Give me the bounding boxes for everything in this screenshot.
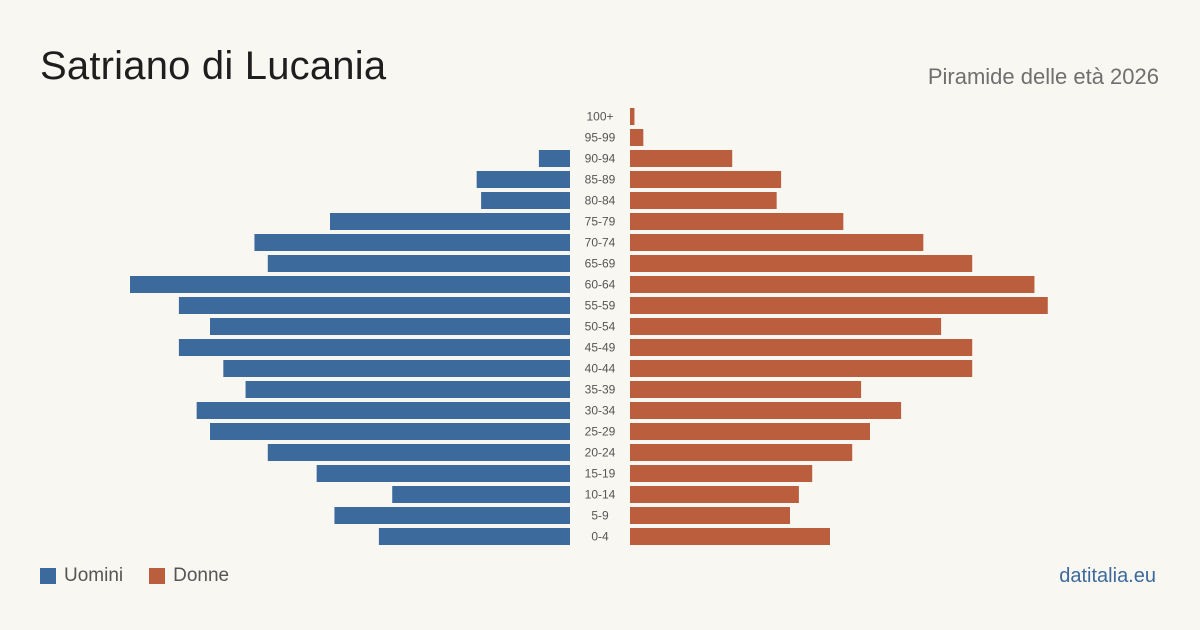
bar-women-40-44 — [630, 360, 973, 377]
bar-women-75-79 — [630, 213, 844, 230]
legend-swatch-women — [149, 568, 166, 584]
bar-women-95-99 — [630, 129, 644, 146]
bar-women-5-9 — [630, 507, 790, 524]
age-label-25-29: 25-29 — [585, 425, 616, 439]
bar-women-55-59 — [630, 297, 1048, 314]
bar-men-45-49 — [178, 339, 570, 356]
bar-men-30-34 — [196, 402, 570, 419]
age-label-80-84: 80-84 — [585, 194, 616, 208]
bar-women-100+ — [630, 108, 635, 125]
bar-men-35-39 — [245, 381, 571, 398]
bar-men-5-9 — [334, 507, 570, 524]
bar-women-35-39 — [630, 381, 862, 398]
age-label-45-49: 45-49 — [585, 341, 616, 355]
age-label-60-64: 60-64 — [585, 278, 616, 292]
legend-label-men: Uomini — [64, 565, 124, 586]
bar-women-90-94 — [630, 150, 733, 167]
bar-men-55-59 — [178, 297, 570, 314]
chart-title: Satriano di Lucania — [40, 44, 387, 88]
bar-men-10-14 — [392, 486, 570, 503]
age-label-0-4: 0-4 — [591, 530, 609, 544]
legend-label-women: Donne — [173, 565, 230, 586]
bar-men-25-29 — [210, 423, 570, 440]
age-label-40-44: 40-44 — [585, 362, 616, 376]
legend: Uomini Donne — [40, 565, 255, 587]
bar-men-60-64 — [130, 276, 570, 293]
age-label-5-9: 5-9 — [591, 509, 609, 523]
bar-women-80-84 — [630, 192, 777, 209]
bar-men-70-74 — [254, 234, 570, 251]
bar-women-65-69 — [630, 255, 973, 272]
age-label-10-14: 10-14 — [585, 488, 616, 502]
population-pyramid: 0-4 5-9 10-14 15-19 20-24 25-29 30-34 35-39 40-4… — [130, 108, 1048, 545]
bar-men-20-24 — [267, 444, 570, 461]
age-label-35-39: 35-39 — [585, 383, 616, 397]
bar-men-50-54 — [210, 318, 570, 335]
age-label-85-89: 85-89 — [585, 173, 616, 187]
age-label-65-69: 65-69 — [585, 257, 616, 271]
age-label-90-94: 90-94 — [585, 152, 616, 166]
bar-women-15-19 — [630, 465, 813, 482]
bar-women-45-49 — [630, 339, 973, 356]
age-label-95-99: 95-99 — [585, 131, 616, 145]
bar-women-10-14 — [630, 486, 799, 503]
bar-men-85-89 — [476, 171, 570, 188]
age-label-20-24: 20-24 — [585, 446, 616, 460]
age-label-15-19: 15-19 — [585, 467, 616, 481]
bar-men-15-19 — [316, 465, 570, 482]
bar-men-40-44 — [223, 360, 571, 377]
bar-women-50-54 — [630, 318, 942, 335]
brand-link[interactable]: datitalia.eu — [1059, 565, 1156, 587]
legend-item-men: Uomini — [40, 565, 123, 587]
age-label-30-34: 30-34 — [585, 404, 616, 418]
age-label-70-74: 70-74 — [585, 236, 616, 250]
bar-women-60-64 — [630, 276, 1035, 293]
bar-men-75-79 — [330, 213, 570, 230]
bar-men-80-84 — [481, 192, 570, 209]
bar-women-30-34 — [630, 402, 902, 419]
bar-men-65-69 — [267, 255, 570, 272]
age-label-50-54: 50-54 — [585, 320, 616, 334]
age-label-75-79: 75-79 — [585, 215, 616, 229]
bar-women-70-74 — [630, 234, 924, 251]
bar-men-0-4 — [378, 528, 570, 545]
age-label-55-59: 55-59 — [585, 299, 616, 313]
bar-women-25-29 — [630, 423, 870, 440]
bar-women-85-89 — [630, 171, 782, 188]
chart-subtitle: Piramide delle età 2026 — [927, 64, 1159, 89]
bar-women-0-4 — [630, 528, 830, 545]
age-label-100+: 100+ — [586, 110, 613, 124]
bar-women-20-24 — [630, 444, 853, 461]
bar-men-90-94 — [538, 150, 570, 167]
legend-item-women: Donne — [149, 565, 229, 587]
legend-swatch-men — [40, 568, 56, 584]
